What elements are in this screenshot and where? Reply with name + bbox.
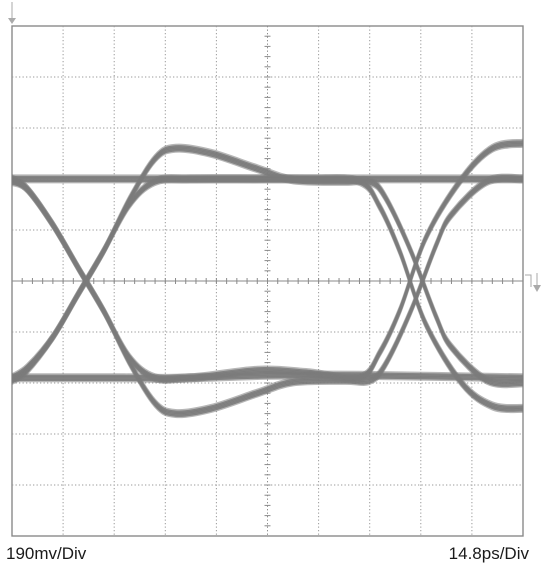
trace-band <box>12 180 523 414</box>
scope-markers <box>8 2 541 292</box>
vertical-scale-label: 190mv/Div <box>6 544 87 563</box>
eye-trace-4 <box>12 176 523 384</box>
top-trigger-arrow-icon <box>8 18 16 24</box>
eye-traces <box>12 138 523 419</box>
horizontal-scale-label: 14.8ps/Div <box>448 544 529 563</box>
grid <box>11 25 524 537</box>
level-marker-line <box>525 274 532 287</box>
trace-band <box>12 181 523 385</box>
level-arrow-icon <box>533 285 541 292</box>
trace-band <box>12 183 523 384</box>
eye-trace-5 <box>12 174 523 385</box>
